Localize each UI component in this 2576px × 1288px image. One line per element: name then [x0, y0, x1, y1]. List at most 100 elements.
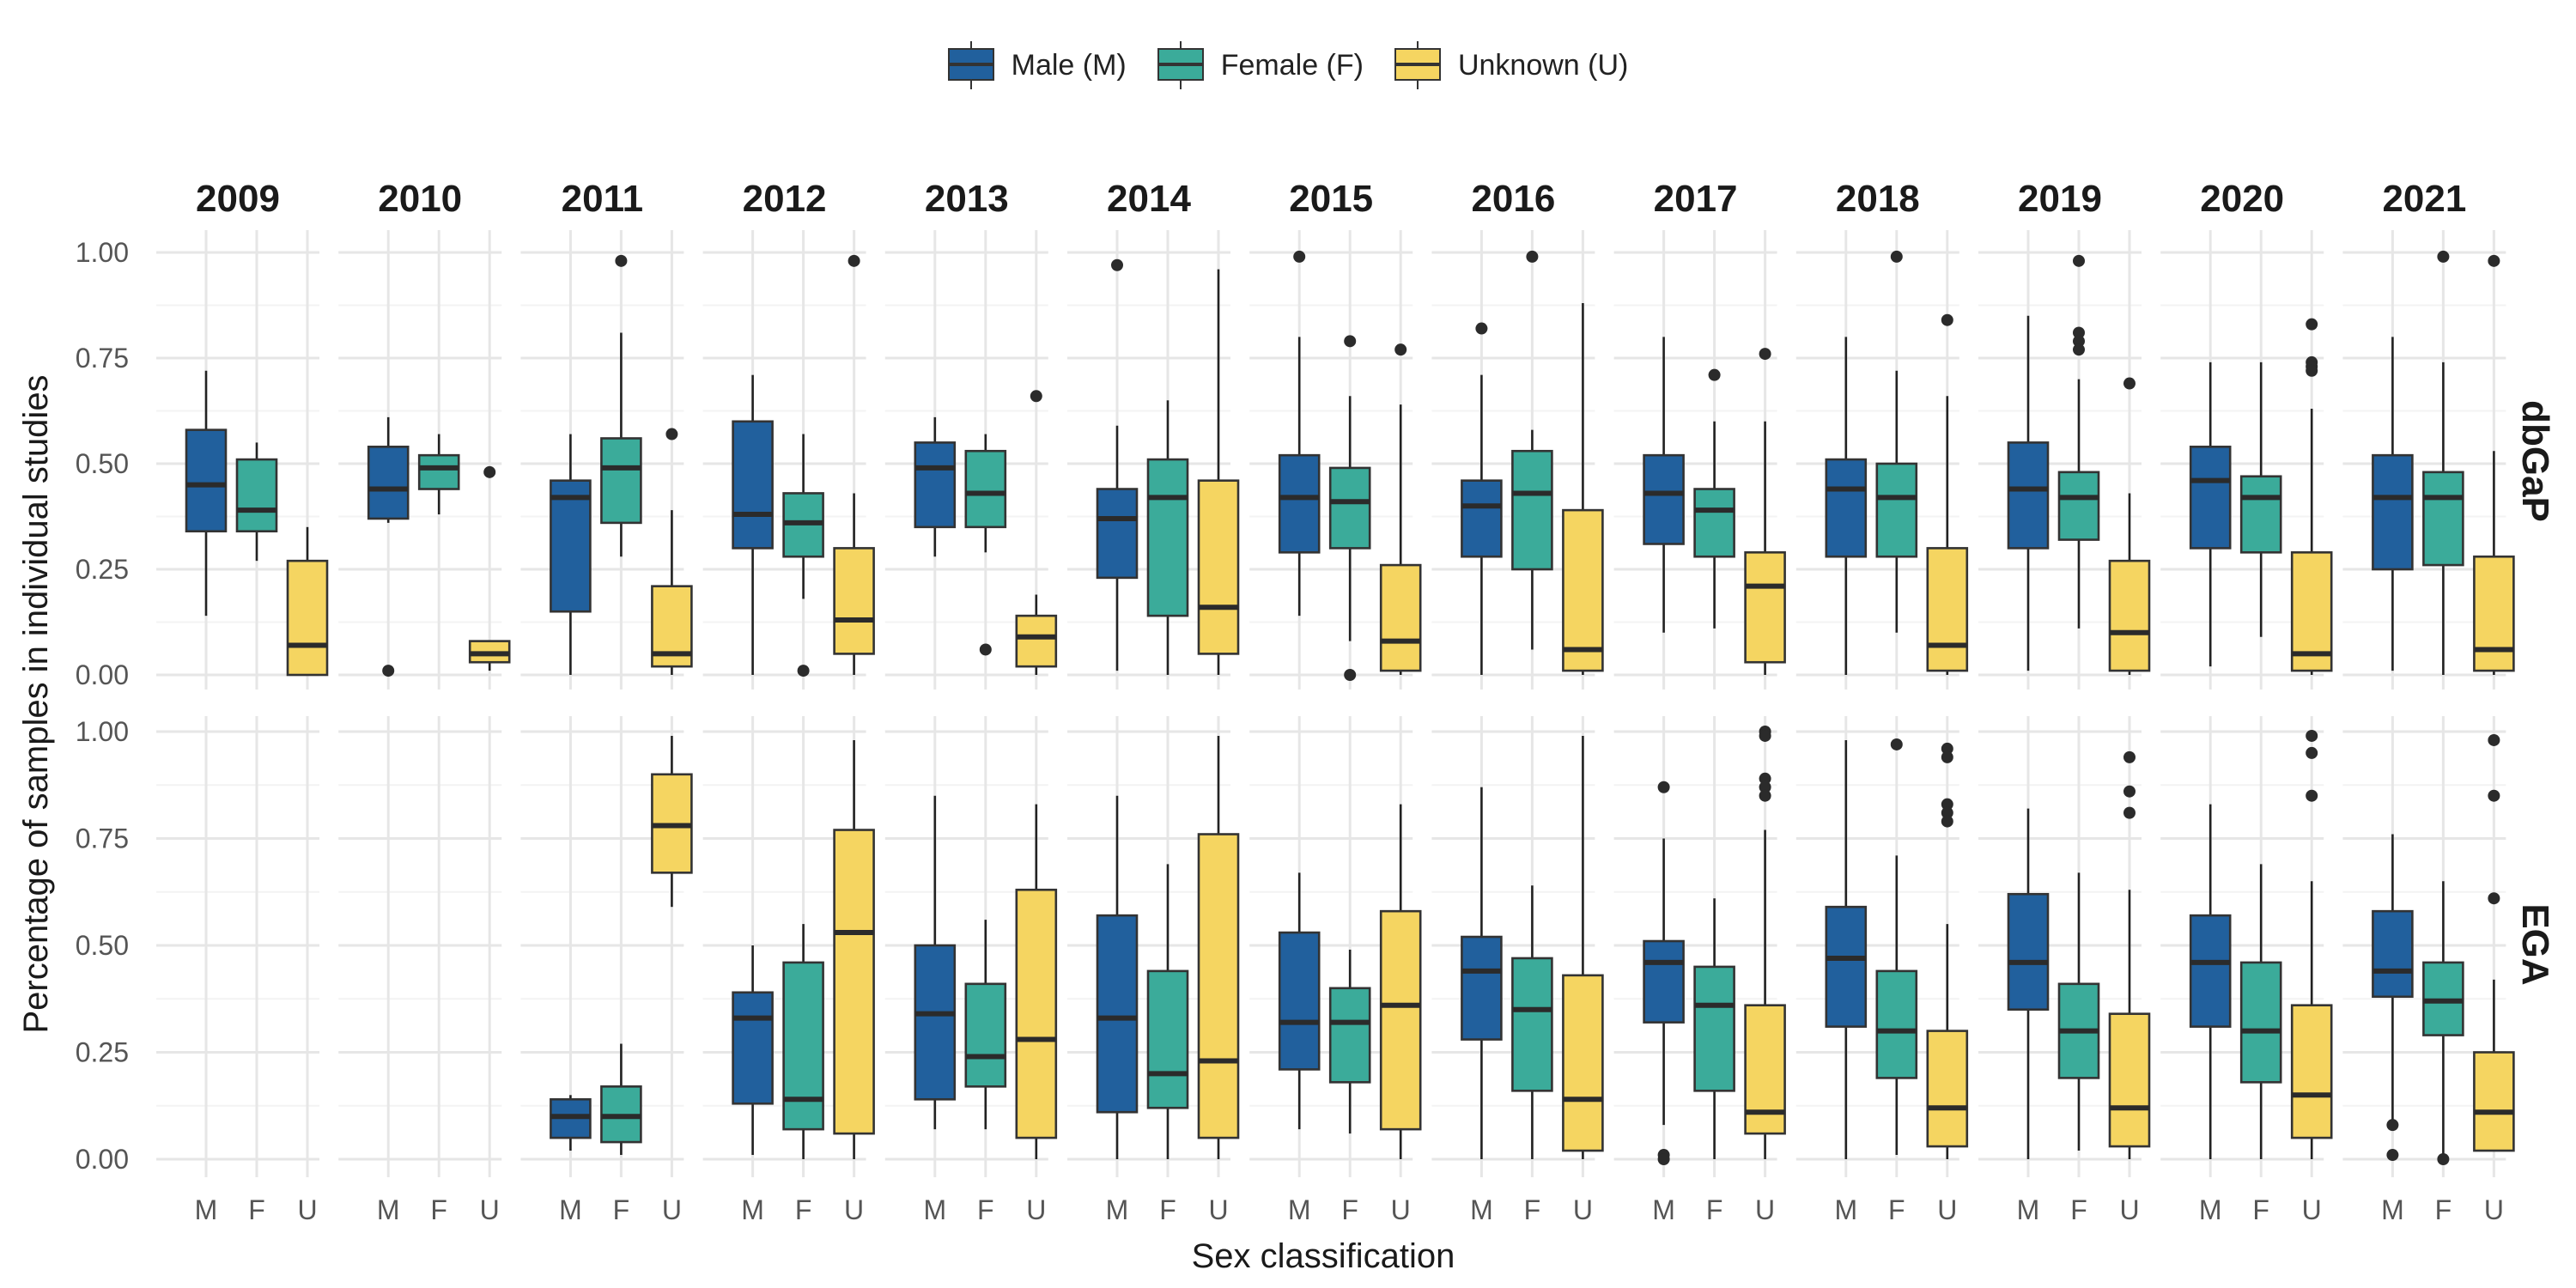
x-tick-label: U [844, 1194, 864, 1225]
x-tick-label: F [613, 1194, 630, 1225]
panel-EGA-2013 [884, 716, 1058, 1177]
panel-EGA-2021 [2342, 716, 2515, 1177]
box-EGA-2018-F [1875, 738, 1918, 1156]
strip-label-2017: 2017 [1654, 178, 1738, 220]
box-EGA-2015-M [1278, 872, 1321, 1130]
x-tick-label: U [1755, 1194, 1775, 1225]
box-dbGaP-2020-F [2239, 361, 2282, 637]
strip-label-2021: 2021 [2382, 178, 2466, 220]
box-dbGaP-2010-M [367, 416, 410, 677]
box-iqr [1693, 965, 1735, 1092]
box-EGA-2015-F [1328, 949, 1371, 1134]
legend-label-male: Male (M) [1011, 48, 1127, 82]
x-tick-label: U [662, 1194, 682, 1225]
x-tick-label: F [1524, 1194, 1541, 1225]
box-dbGaP-2016-U [1562, 303, 1604, 675]
outlier-point [2073, 254, 2085, 267]
row-strip-label-dbgap: dbGaP [2514, 400, 2556, 522]
box-dbGaP-2013-M [914, 416, 957, 557]
box-dbGaP-2017-M [1643, 337, 1685, 633]
x-tick-label: M [1470, 1194, 1493, 1225]
outlier-point [2123, 785, 2136, 798]
strip-label-2012: 2012 [743, 178, 827, 220]
box-iqr [964, 449, 1007, 529]
box-iqr [1096, 488, 1139, 580]
box-iqr [2422, 471, 2464, 567]
x-tick-label: U [2302, 1194, 2322, 1225]
y-tick-label: 0.00 [76, 659, 129, 690]
panel-EGA-2016 [1431, 716, 1604, 1177]
y-tick-label: 1.00 [76, 716, 129, 747]
box-dbGaP-2016-M [1461, 322, 1503, 675]
outlier-point [382, 665, 395, 677]
box-iqr [2239, 961, 2282, 1084]
box-iqr [600, 437, 642, 525]
box-dbGaP-2012-F [782, 434, 824, 677]
x-tick-label: U [1208, 1194, 1228, 1225]
legend-label-unknown: Unknown (U) [1457, 48, 1629, 82]
box-iqr [2372, 453, 2414, 571]
strip-label-2015: 2015 [1289, 178, 1373, 220]
y-tick-label: 0.50 [76, 448, 129, 479]
box-iqr [782, 961, 824, 1131]
legend-item-male: Male (M) [947, 41, 1127, 89]
box-iqr [1015, 614, 1058, 668]
box-iqr [2007, 892, 2050, 1011]
box-EGA-2017-F [1693, 898, 1735, 1159]
box-dbGaP-2018-U [1926, 313, 1969, 675]
box-dbGaP-2019-F [2057, 254, 2100, 629]
box-iqr [286, 559, 329, 677]
box-iqr [1643, 939, 1685, 1024]
outlier-point [2306, 789, 2318, 802]
box-EGA-2011-F [600, 1043, 642, 1156]
box-iqr [2189, 914, 2232, 1028]
panel-EGA-2019 [1978, 716, 2151, 1177]
box-dbGaP-2011-F [600, 254, 642, 557]
outlier-point [2386, 1119, 2399, 1132]
box-EGA-2017-M [1643, 781, 1685, 1165]
box-iqr [2189, 446, 2232, 550]
box-iqr [1825, 905, 1868, 1028]
box-iqr [1875, 462, 1918, 558]
box-dbGaP-2020-M [2189, 361, 2232, 667]
outlier-point [2073, 343, 2085, 356]
outlier-point [1708, 368, 1721, 381]
outlier-point [1759, 729, 1771, 742]
box-EGA-2021-M [2372, 834, 2414, 1162]
outlier-point [1111, 258, 1123, 271]
x-tick-label: U [2484, 1194, 2504, 1225]
box-dbGaP-2010-F [417, 434, 460, 515]
outlier-point [1030, 390, 1042, 403]
box-iqr [914, 944, 957, 1101]
y-tick-label: 0.75 [76, 823, 129, 854]
box-dbGaP-2021-F [2422, 250, 2464, 675]
box-iqr [2290, 551, 2333, 672]
panel-dbGaP-2013 [884, 230, 1058, 690]
outlier-point [979, 643, 992, 656]
x-tick-label: F [977, 1194, 994, 1225]
outlier-point [1293, 250, 1306, 263]
x-tick-label: F [1341, 1194, 1358, 1225]
panel-dbGaP-2015 [1249, 230, 1422, 690]
box-iqr [1379, 909, 1422, 1131]
box-iqr [550, 479, 592, 613]
box-iqr [732, 420, 774, 550]
panel-EGA-2014 [1067, 716, 1240, 1177]
y-tick-label: 0.25 [76, 1037, 129, 1068]
box-iqr [2007, 441, 2050, 550]
outlier-point [483, 465, 496, 478]
box-iqr [2290, 1004, 2333, 1139]
box-EGA-2015-U [1379, 804, 1422, 1159]
x-tick-label: U [1573, 1194, 1593, 1225]
x-tick-label: U [2119, 1194, 2139, 1225]
strip-label-2013: 2013 [925, 178, 1009, 220]
x-tick-label: M [2017, 1194, 2040, 1225]
box-iqr [1875, 969, 1918, 1079]
box-dbGaP-2018-M [1825, 337, 1868, 675]
box-iqr [1511, 957, 1553, 1092]
box-iqr [914, 441, 957, 529]
outlier-point [2123, 750, 2136, 763]
box-dbGaP-2009-U [286, 526, 329, 677]
outlier-point [2488, 892, 2500, 905]
box-dbGaP-2011-M [550, 434, 592, 675]
